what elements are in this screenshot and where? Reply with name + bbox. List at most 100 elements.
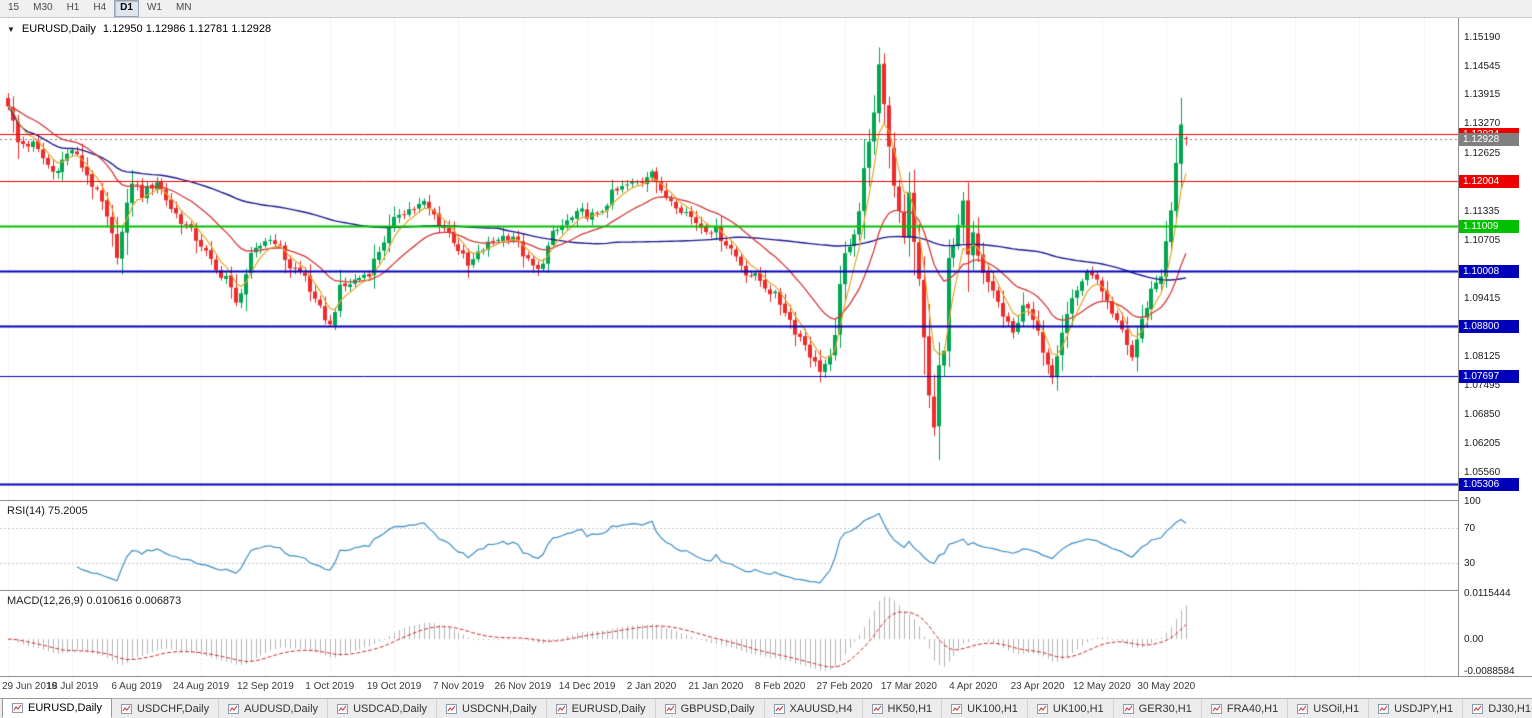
chart-tab-label: USDCAD,Daily xyxy=(353,702,428,715)
price-axis-label: 1.09415 xyxy=(1464,292,1501,304)
rsi-axis-label: 70 xyxy=(1464,522,1476,534)
price-axis-label: 1.13270 xyxy=(1464,118,1501,130)
date-axis-label: 17 Mar 2020 xyxy=(880,681,937,692)
chart-tab-usdcnh-daily[interactable]: USDCNH,Daily xyxy=(437,699,547,718)
date-axis-label: 21 Jan 2020 xyxy=(688,681,744,692)
price-axis-label: 1.06850 xyxy=(1464,409,1501,420)
price-axis-label: 1.13915 xyxy=(1464,89,1501,101)
timeframe-buttons: 15 M30 H1 H4 D1 W1 MN xyxy=(2,0,198,17)
chart-tab-label: XAUUSD,H4 xyxy=(789,702,853,715)
chart-ohlc-values: 1.12950 1.12986 1.12781 1.12928 xyxy=(102,23,272,35)
current-price-flag: 1.12928 xyxy=(1459,132,1519,146)
chart-tab-label: UK100,H1 xyxy=(967,702,1018,715)
chart-tab-icon xyxy=(1036,703,1048,714)
chart-tab-fra40-h1[interactable]: FRA40,H1 xyxy=(1202,699,1289,718)
rsi-axis-label: 100 xyxy=(1464,496,1481,507)
chart-tab-bar: EURUSD,Daily USDCHF,Daily AUDUSD,Daily USDC… xyxy=(0,698,1532,718)
chart-tab-xauusd-h4[interactable]: XAUUSD,H4 xyxy=(765,699,863,718)
chart-tab-label: DJ30,H1 xyxy=(1488,702,1531,715)
chart-tab-label: HK50,H1 xyxy=(887,702,933,715)
chart-tab-gbpusd-daily[interactable]: GBPUSD,Daily xyxy=(656,699,765,718)
date-axis-label: 14 Dec 2019 xyxy=(558,681,616,692)
macd-pane-canvas[interactable] xyxy=(0,591,1458,676)
chart-tab-icon xyxy=(951,703,963,714)
price-axis: 1.151901.145451.139151.132701.126251.119… xyxy=(1458,18,1532,677)
timeframe-button-w1[interactable]: W1 xyxy=(146,2,162,13)
chart-tab-icon xyxy=(120,703,132,714)
rsi-indicator-label: RSI(14) 75.2005 xyxy=(7,505,88,517)
pane-separator[interactable] xyxy=(0,500,1532,501)
chart-tab-usdcad-daily[interactable]: USDCAD,Daily xyxy=(328,699,438,718)
pane-separator[interactable] xyxy=(0,590,1532,591)
chart-tab-dj30-h1[interactable]: DJ30,H1 xyxy=(1463,699,1532,718)
timeframe-button-15[interactable]: 15 xyxy=(8,2,20,13)
date-axis-label: 4 Apr 2020 xyxy=(949,681,998,692)
date-axis-label: 30 May 2020 xyxy=(1137,681,1196,692)
chart-tab-uk100-h1[interactable]: UK100,H1 xyxy=(1028,699,1114,718)
chart-tab-label: EURUSD,Daily xyxy=(571,702,646,715)
chart-tab-label: EURUSD,Daily xyxy=(28,702,102,714)
price-axis-label: 1.15190 xyxy=(1464,31,1501,43)
price-level-flag: 1.08800 xyxy=(1459,319,1519,333)
price-axis-label: 1.14545 xyxy=(1464,60,1501,72)
rsi-axis-label: 30 xyxy=(1464,558,1476,570)
date-axis-label: 18 Jul 2019 xyxy=(46,681,99,692)
chart-tab-label: USDCNH,Daily xyxy=(462,702,537,715)
timeframe-button-h1[interactable]: H1 xyxy=(66,2,80,13)
chart-tab-ger30-h1[interactable]: GER30,H1 xyxy=(1114,699,1202,718)
chart-tab-usoil-h1[interactable]: USOil,H1 xyxy=(1288,699,1370,718)
symbol-dropdown-icon[interactable]: ▼ xyxy=(7,24,15,34)
chart-tab-label: GBPUSD,Daily xyxy=(680,702,755,715)
timeframe-button-m30[interactable]: M30 xyxy=(33,2,53,13)
date-axis-label: 29 Jun 2019 xyxy=(2,681,58,692)
chart-tab-label: AUDUSD,Daily xyxy=(244,702,319,715)
chart-tab-usdjpy-h1[interactable]: USDJPY,H1 xyxy=(1369,699,1464,718)
timeframe-button-mn[interactable]: MN xyxy=(175,2,192,13)
chart-tab-icon xyxy=(1297,703,1309,714)
price-axis-label: 1.12625 xyxy=(1464,147,1501,159)
chart-symbol-period: EURUSD,Daily xyxy=(21,23,96,35)
chart-tab-icon xyxy=(555,703,567,714)
chart-window: ▼ EURUSD,Daily 1.12950 1.12986 1.12781 1… xyxy=(0,18,1532,698)
date-axis-label: 1 Oct 2019 xyxy=(305,681,355,692)
price-level-flag: 1.11009 xyxy=(1459,219,1519,233)
timeframe-button-d1[interactable]: D1 xyxy=(114,0,139,17)
date-axis-label: 27 Feb 2020 xyxy=(816,681,873,692)
price-axis-label: 1.11335 xyxy=(1464,206,1500,218)
price-level-flag: 1.12004 xyxy=(1459,174,1519,188)
rsi-pane-canvas[interactable] xyxy=(0,501,1458,590)
chart-tab-icon xyxy=(871,703,883,714)
chart-bottom-border xyxy=(0,676,1532,677)
price-axis-label: 1.08125 xyxy=(1464,351,1501,363)
chart-tab-icon xyxy=(446,703,458,714)
macd-axis-label: 0.0115444 xyxy=(1464,588,1511,599)
chart-tab-label: UK100,H1 xyxy=(1052,702,1104,715)
date-axis-label: 7 Nov 2019 xyxy=(432,681,485,692)
chart-tab-label: GER30,H1 xyxy=(1138,702,1192,715)
timeframe-button-h4[interactable]: H4 xyxy=(93,2,107,13)
chart-tab-label: USOil,H1 xyxy=(1313,702,1360,715)
chart-tab-audusd-daily[interactable]: AUDUSD,Daily xyxy=(219,699,329,718)
chart-tab-label: FRA40,H1 xyxy=(1226,702,1279,715)
chart-tab-eurusd-daily[interactable]: EURUSD,Daily xyxy=(2,698,112,718)
price-axis-label: 1.07495 xyxy=(1464,379,1501,391)
price-axis-label: 1.05560 xyxy=(1464,467,1501,479)
price-level-flag: 1.05306 xyxy=(1459,477,1519,491)
price-axis-label: 1.06205 xyxy=(1464,438,1501,450)
date-axis: 29 Jun 2019 18 Jul 2019 6 Aug 2019 24 Aug 2… xyxy=(0,677,1458,698)
macd-axis-label: -0.0088584 xyxy=(1464,666,1515,677)
date-axis-label: 8 Feb 2020 xyxy=(754,681,806,692)
chart-tab-uk100-h1[interactable]: UK100,H1 xyxy=(942,699,1028,718)
date-axis-label: 26 Nov 2019 xyxy=(494,681,552,692)
chart-tab-icon xyxy=(337,703,349,714)
date-axis-label: 24 Aug 2019 xyxy=(172,681,230,692)
date-axis-label: 2 Jan 2020 xyxy=(626,681,677,692)
chart-title: ▼ EURUSD,Daily 1.12950 1.12986 1.12781 1… xyxy=(7,23,271,35)
chart-tab-hk50-h1[interactable]: HK50,H1 xyxy=(863,699,943,718)
chart-tab-icon xyxy=(773,703,785,714)
chart-tab-usdchf-daily[interactable]: USDCHF,Daily xyxy=(112,699,220,718)
date-axis-label: 12 May 2020 xyxy=(1073,681,1131,692)
chart-tab-eurusd-daily[interactable]: EURUSD,Daily xyxy=(547,699,656,718)
price-chart-canvas[interactable] xyxy=(0,18,1458,500)
chart-tab-icon xyxy=(1122,703,1134,714)
